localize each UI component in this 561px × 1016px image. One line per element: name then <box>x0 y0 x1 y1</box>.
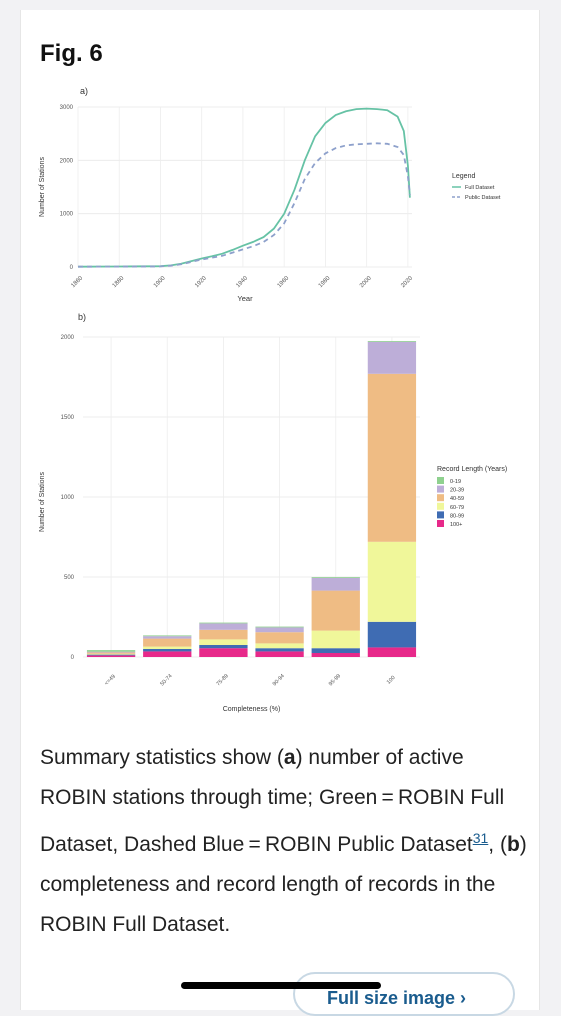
legend-label: Full Dataset <box>465 185 495 191</box>
caption-text-3: , ( <box>488 833 507 856</box>
legend-swatch <box>437 511 444 519</box>
legend-label: 60-79 <box>450 505 464 511</box>
y-tick-label: 2000 <box>61 335 75 341</box>
x-tick-label: 1920 <box>194 275 208 289</box>
y-tick-label: 1500 <box>61 415 75 421</box>
bar-segment <box>255 632 304 644</box>
y-tick-label: 1000 <box>60 212 74 218</box>
x-tick-label: 1860 <box>70 275 84 289</box>
x-tick-label: 1960 <box>277 275 291 289</box>
caption-text-2: ) number of active ROBIN stations throug… <box>40 746 505 856</box>
bar-segment <box>255 648 304 652</box>
legend-label: 20-39 <box>450 488 464 494</box>
bar-segment <box>86 650 136 652</box>
y-axis-title: Number of Stations <box>39 157 46 217</box>
bar-segment <box>143 638 192 647</box>
bar-segment <box>86 651 136 653</box>
bar-segment <box>143 646 192 649</box>
legend-title: Record Length (Years) <box>437 466 507 473</box>
bar-segment <box>143 651 192 657</box>
bar-segment <box>199 623 248 630</box>
bar-segment <box>143 649 192 652</box>
bar-segment <box>311 577 360 591</box>
y-tick-label: 500 <box>64 575 75 581</box>
bar-segment <box>143 635 192 637</box>
bar-segment <box>86 654 136 656</box>
figure-title: Fig. 6 <box>40 40 103 67</box>
caption-bold-a: a <box>283 746 296 769</box>
bar-segment <box>311 630 360 649</box>
bar-segment <box>199 639 248 645</box>
reference-link[interactable]: 31 <box>472 830 489 846</box>
series-line-1 <box>77 107 411 268</box>
legend-label: Public Dataset <box>465 195 501 201</box>
bar-segment <box>367 541 417 622</box>
bar-segment <box>199 648 248 657</box>
full-size-image-label: Full size image › <box>327 988 467 1008</box>
legend-swatch <box>437 520 444 527</box>
legend-label: 40-59 <box>450 496 464 502</box>
bar-segment <box>86 653 136 655</box>
panel-label-b: b) <box>78 312 86 322</box>
bar-segment <box>367 341 417 374</box>
x-axis-title: Completeness (%) <box>223 706 281 713</box>
legend-label: 80-99 <box>450 513 464 519</box>
bar-segment <box>255 627 304 633</box>
x-tick-label: 2020 <box>400 275 414 289</box>
x-tick-label: 100 <box>386 675 397 686</box>
y-axis-title: Number of Stations <box>39 472 46 532</box>
y-tick-label: 1000 <box>61 495 75 501</box>
x-tick-label: 2000 <box>359 275 373 289</box>
bar-segment <box>311 577 360 578</box>
bar-segment <box>255 626 304 628</box>
figure-caption: Summary statistics show (a) number of ac… <box>40 738 530 945</box>
series-line-2 <box>77 142 411 268</box>
bar-segment <box>367 341 417 342</box>
legend-title: Legend <box>452 173 475 180</box>
legend-swatch <box>437 502 444 510</box>
bar-segment <box>199 645 248 649</box>
home-indicator <box>181 982 381 989</box>
chart-a: a) 0 1000 2000 3000 1860 1880 1900 1920 1940 1960 1… <box>39 86 501 303</box>
y-tick-label: 3000 <box>60 105 74 111</box>
bar-segment <box>199 622 248 624</box>
article-card <box>20 10 540 1010</box>
y-tick-label: 0 <box>71 655 75 661</box>
y-tick-label: 0 <box>70 265 74 271</box>
legend-swatch <box>437 494 444 502</box>
bar-segment <box>86 652 136 654</box>
bar-segment <box>199 629 248 640</box>
legend-label: 0-19 <box>450 479 461 485</box>
x-tick-label: 1980 <box>318 275 332 289</box>
caption-bold-b: b <box>506 833 520 856</box>
legend-swatch <box>437 477 444 484</box>
bar-segment <box>367 647 417 657</box>
bar-segment <box>311 648 360 653</box>
caption-text-1: Summary statistics show ( <box>40 746 284 769</box>
bar-segment <box>311 590 360 631</box>
bar-segment <box>367 621 417 648</box>
bar-segment <box>311 653 360 657</box>
bar-segment <box>255 643 304 649</box>
panel-label-a: a) <box>80 86 88 96</box>
bar-segment <box>255 651 304 657</box>
y-tick-label: 2000 <box>60 158 74 164</box>
bar-segment <box>143 636 192 639</box>
bar-segment <box>86 655 136 657</box>
x-tick-label: 1880 <box>112 275 126 289</box>
full-size-image-button[interactable]: Full size image › <box>293 972 515 1016</box>
caption-text-4: ) completeness and record length of reco… <box>40 833 527 936</box>
x-tick-label: 1900 <box>153 275 167 289</box>
x-axis-title: Year <box>237 294 253 303</box>
x-tick-label: 1940 <box>235 275 249 289</box>
bar-segment <box>367 373 417 542</box>
legend-label: 100+ <box>450 522 462 528</box>
legend-swatch <box>437 485 444 493</box>
